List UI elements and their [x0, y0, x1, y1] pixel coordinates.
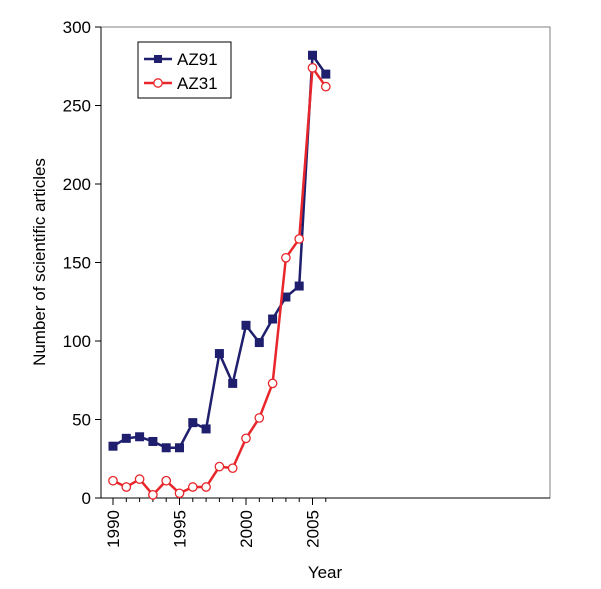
x-tick-label-2000: 2000	[237, 510, 256, 548]
point-AZ31-1995	[174, 488, 185, 499]
y-tick-label-100: 100	[63, 332, 91, 351]
legend: AZ91 AZ31	[137, 41, 232, 99]
point-AZ31-1992	[134, 474, 145, 485]
point-AZ91-1996	[188, 418, 198, 428]
y-tick-label-300: 300	[63, 18, 91, 37]
series-AZ31	[108, 62, 331, 500]
point-AZ31-1993	[148, 490, 158, 500]
legend-marker-AZ91	[154, 55, 162, 63]
point-AZ31-1999	[227, 463, 238, 474]
point-AZ31-2006	[320, 81, 331, 92]
legend-box	[137, 41, 232, 99]
point-AZ91-1999	[228, 378, 238, 388]
point-AZ91-2002	[268, 314, 278, 324]
x-tick-label-2005: 2005	[304, 510, 323, 548]
series-layer	[108, 50, 331, 500]
x-axis: 1990 1995 2000 2005	[101, 497, 550, 548]
point-AZ31-2000	[241, 433, 251, 444]
point-AZ31-1996	[187, 482, 198, 492]
point-AZ91-2004	[294, 281, 304, 291]
point-AZ91-1998	[214, 349, 224, 359]
y-axis: 0 50 100 150 200 250 300	[63, 18, 102, 508]
point-AZ31-2002	[267, 378, 278, 389]
point-AZ91-1994	[161, 443, 171, 453]
series-line-AZ91	[112, 54, 327, 450]
series-line-AZ31	[112, 66, 327, 497]
point-AZ31-1991	[121, 482, 132, 492]
point-AZ31-1994	[161, 475, 172, 486]
point-AZ91-2000	[241, 320, 251, 330]
y-tick-label-150: 150	[63, 254, 91, 273]
point-AZ91-1995	[175, 443, 184, 453]
point-AZ91-1991	[121, 433, 131, 443]
point-AZ31-1990	[108, 475, 118, 486]
point-AZ91-1997	[201, 424, 211, 434]
y-tick-label-250: 250	[63, 97, 91, 116]
point-AZ31-1998	[214, 461, 225, 472]
point-AZ91-2001	[254, 338, 264, 348]
point-AZ31-2004	[294, 234, 305, 244]
point-AZ91-1992	[135, 432, 145, 442]
x-axis-title: Year	[308, 563, 343, 582]
legend-label-AZ91: AZ91	[177, 50, 218, 69]
y-tick-label-50: 50	[72, 411, 91, 430]
y-tick-label-200: 200	[63, 175, 91, 194]
point-AZ91-2005	[308, 50, 317, 60]
legend-item-AZ91: AZ91	[144, 50, 218, 69]
point-AZ91-1993	[148, 436, 158, 446]
series-AZ91	[108, 50, 331, 453]
x-tick-label-1990: 1990	[104, 510, 123, 548]
legend-item-AZ31: AZ31	[144, 74, 218, 93]
point-AZ31-2001	[254, 413, 265, 423]
point-AZ91-1990	[108, 441, 118, 451]
legend-label-AZ31: AZ31	[177, 74, 218, 93]
y-tick-label-0: 0	[82, 489, 91, 508]
point-AZ31-2003	[281, 252, 291, 263]
point-AZ91-2006	[321, 69, 331, 79]
point-AZ31-1997	[201, 482, 211, 492]
point-AZ31-2005	[307, 62, 318, 73]
x-tick-label-1995: 1995	[171, 510, 190, 548]
y-axis-title: Number of scientific articles	[30, 158, 49, 366]
legend-marker-AZ31	[153, 78, 163, 88]
